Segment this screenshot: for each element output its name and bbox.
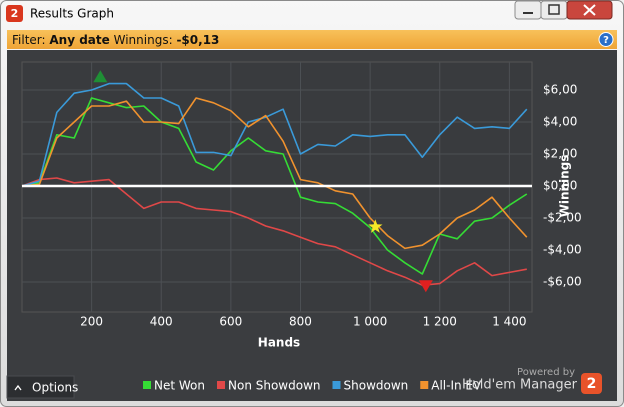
x-tick-label: 1 200 xyxy=(423,315,457,329)
series-line xyxy=(21,82,528,187)
options-caret xyxy=(14,384,22,391)
options-button[interactable] xyxy=(6,375,75,399)
close-glyph xyxy=(583,4,596,16)
y-axis-label: Winnings xyxy=(558,155,572,218)
legend-swatch xyxy=(143,381,151,389)
x-tick-label: 600 xyxy=(219,315,242,329)
y-tick-label: $0,00 xyxy=(543,179,577,193)
filter-bar xyxy=(7,30,617,49)
marker xyxy=(418,280,433,293)
series-line xyxy=(21,97,528,275)
brand-icon-text: 2 xyxy=(587,376,597,392)
y-tick-label: -$6,00 xyxy=(543,275,582,289)
y-tick-label: -$4,00 xyxy=(543,243,582,257)
x-tick-label: 400 xyxy=(150,315,173,329)
legend-label[interactable]: Non Showdown xyxy=(228,379,321,393)
filter-winnings: -$0,13 xyxy=(176,33,219,47)
legend-swatch xyxy=(420,381,429,389)
filter-date[interactable]: Any date xyxy=(49,33,109,47)
legend: Net Won Non Showdown Showdown All-In EV xyxy=(143,379,482,393)
y-tick-label: -$2,00 xyxy=(543,211,582,225)
legend-label[interactable]: Net Won xyxy=(154,379,205,393)
y-tick-label: $4,00 xyxy=(543,115,577,129)
y-tick-label: $2,00 xyxy=(543,147,577,161)
series-line xyxy=(21,177,527,286)
legend-swatch xyxy=(217,381,225,389)
y-tick-label: $6,00 xyxy=(543,83,577,97)
app-icon-text: 2 xyxy=(11,7,19,20)
legend-label[interactable]: Showdown xyxy=(344,379,409,393)
legend-label[interactable]: All-In EV xyxy=(431,379,482,393)
plot: $6,00 $4,00 $2,00 $0,00 -$2,00 -$4,00 -$6,00 20… xyxy=(21,62,582,329)
x-tick-label: 200 xyxy=(80,315,103,329)
minimize-glyph xyxy=(523,12,533,14)
x-axis-label: Hands xyxy=(258,336,300,350)
help-button[interactable] xyxy=(598,32,614,47)
powered-by: Powered by xyxy=(517,367,575,378)
brand-icon xyxy=(581,373,602,394)
marker xyxy=(93,70,108,83)
maximize-glyph xyxy=(548,4,560,15)
x-tick-label: 1 000 xyxy=(353,315,387,329)
x-tick-label: 800 xyxy=(289,315,312,329)
window-title: Results Graph xyxy=(30,7,114,21)
x-tick-label: 1 400 xyxy=(492,315,526,329)
minimize-button[interactable] xyxy=(514,0,542,20)
filter-winnings-label: Winnings: xyxy=(114,33,173,47)
legend-swatch xyxy=(332,381,341,389)
series-line xyxy=(21,97,528,250)
help-text: ? xyxy=(603,35,609,46)
filter-text: Filter: Any date Winnings: -$0,13 xyxy=(12,33,219,47)
marker xyxy=(368,219,383,233)
options-label: Options xyxy=(32,381,78,395)
filter-prefix: Filter: xyxy=(12,33,46,47)
brand-name: Hold'em Manager xyxy=(462,378,578,393)
maximize-button[interactable] xyxy=(540,0,568,20)
app-icon xyxy=(6,5,23,22)
window-buttons xyxy=(514,0,613,20)
